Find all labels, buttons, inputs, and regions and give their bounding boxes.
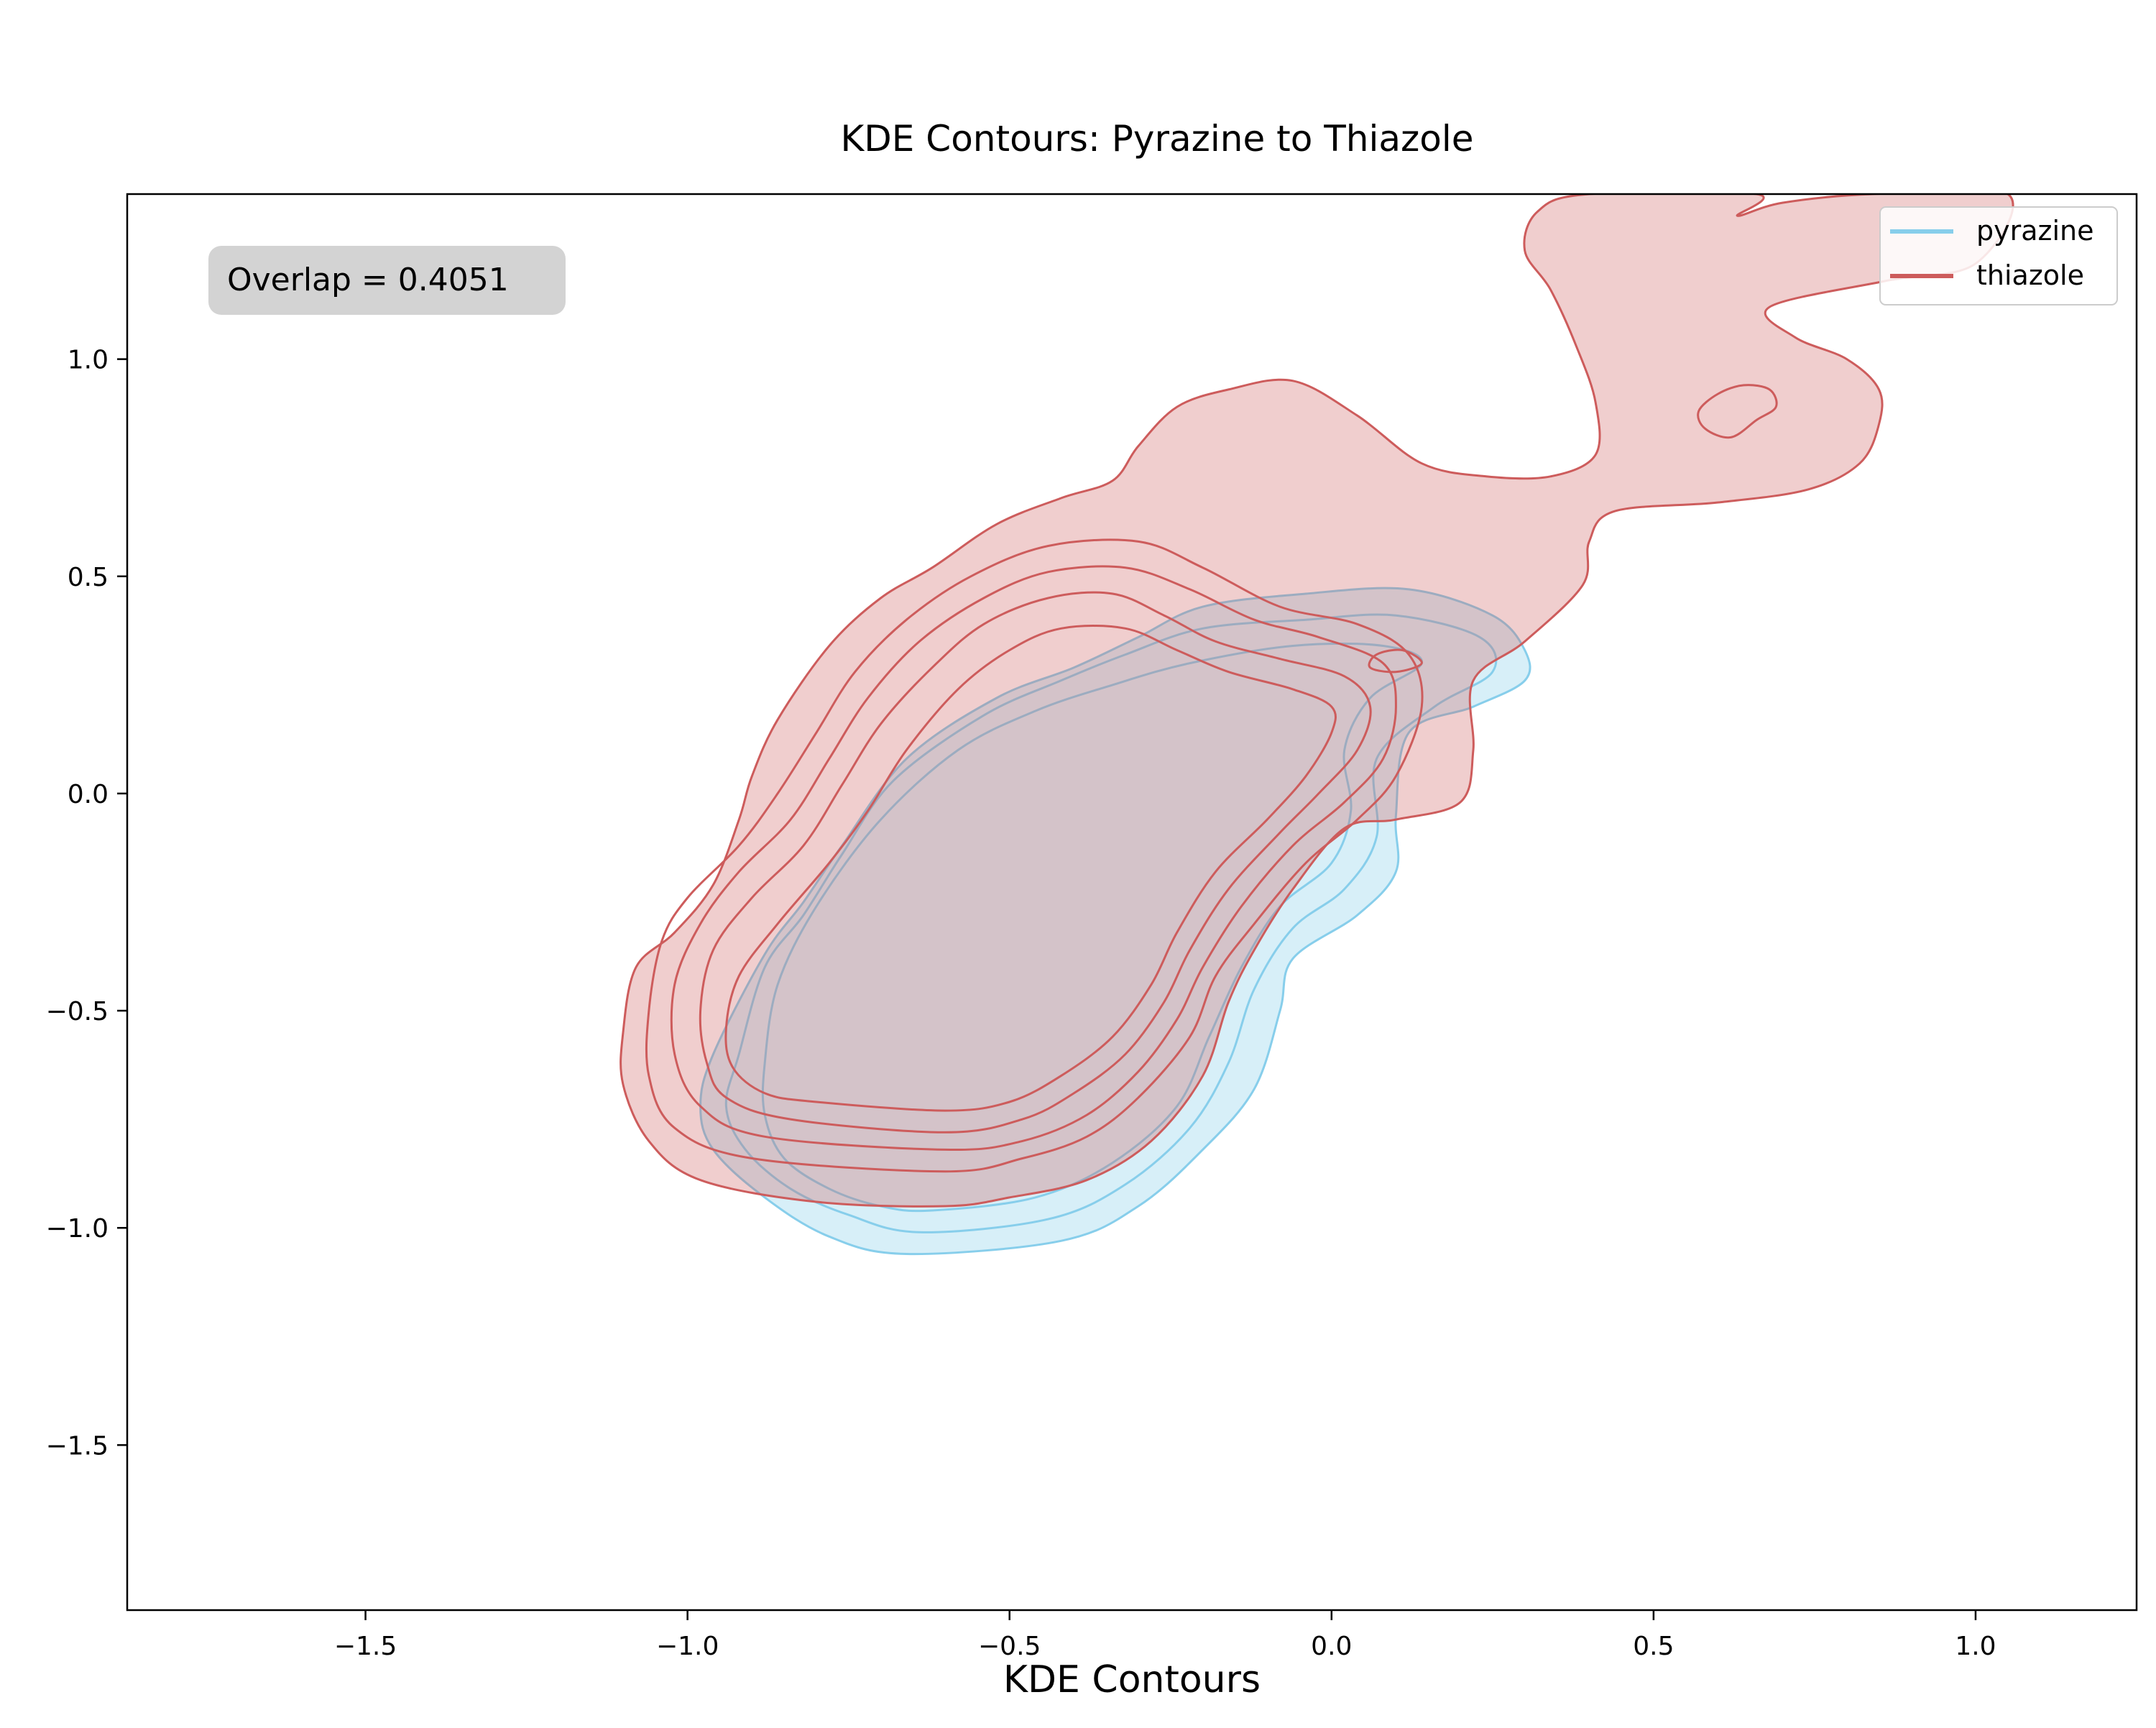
annotation-text: Overlap = 0.4051 [227, 262, 509, 298]
y-tick-label: −1.0 [46, 1214, 109, 1244]
thiazole-contour-l2 [645, 538, 1424, 1173]
series-thiazole [619, 194, 2014, 1208]
thiazole-contour-l4 [699, 591, 1372, 1134]
x-axis: −1.5 −1.0 −0.5 0.0 0.5 1.0 [334, 1610, 1996, 1661]
thiazole-contour-island [1697, 384, 1778, 439]
x-axis-label: KDE Contours [1003, 1658, 1261, 1701]
legend-label-pyrazine: pyrazine [1976, 215, 2094, 247]
thiazole-contour-l5 [724, 625, 1337, 1112]
x-tick-label: 0.0 [1311, 1632, 1352, 1661]
x-tick-label: 1.0 [1955, 1632, 1996, 1661]
chart-title: KDE Contours: Pyrazine to Thiazole [841, 118, 1474, 160]
overlap-annotation: Overlap = 0.4051 [208, 246, 566, 315]
pyrazine-contour-inner [761, 642, 1423, 1213]
x-tick-label: −1.0 [656, 1632, 719, 1661]
y-tick-label: 0.0 [68, 780, 109, 809]
y-tick-label: −1.5 [46, 1431, 109, 1461]
y-tick-label: 0.5 [68, 563, 109, 592]
thiazole-density-fill [620, 194, 2013, 1207]
thiazole-contour-outer [619, 194, 2014, 1208]
pyrazine-contour-mid [724, 613, 1498, 1233]
legend: pyrazine thiazole [1879, 206, 2118, 305]
y-tick-label: −0.5 [46, 997, 109, 1026]
y-tick-label: 1.0 [68, 346, 109, 375]
x-tick-label: −0.5 [978, 1632, 1041, 1661]
pyrazine-density-fill [700, 588, 1531, 1254]
thiazole-contour-l3 [670, 565, 1397, 1152]
x-tick-label: −1.5 [334, 1632, 397, 1661]
legend-label-thiazole: thiazole [1976, 259, 2084, 291]
annotation-box [208, 246, 566, 315]
axes-frame [126, 193, 2138, 1612]
y-axis: −1.5 −1.0 −0.5 0.0 0.5 1.0 [46, 346, 127, 1461]
x-tick-label: 0.5 [1633, 1632, 1674, 1661]
thiazole-contour-small [1368, 648, 1423, 674]
series-pyrazine [699, 587, 1531, 1256]
plot-area [619, 194, 2014, 1256]
